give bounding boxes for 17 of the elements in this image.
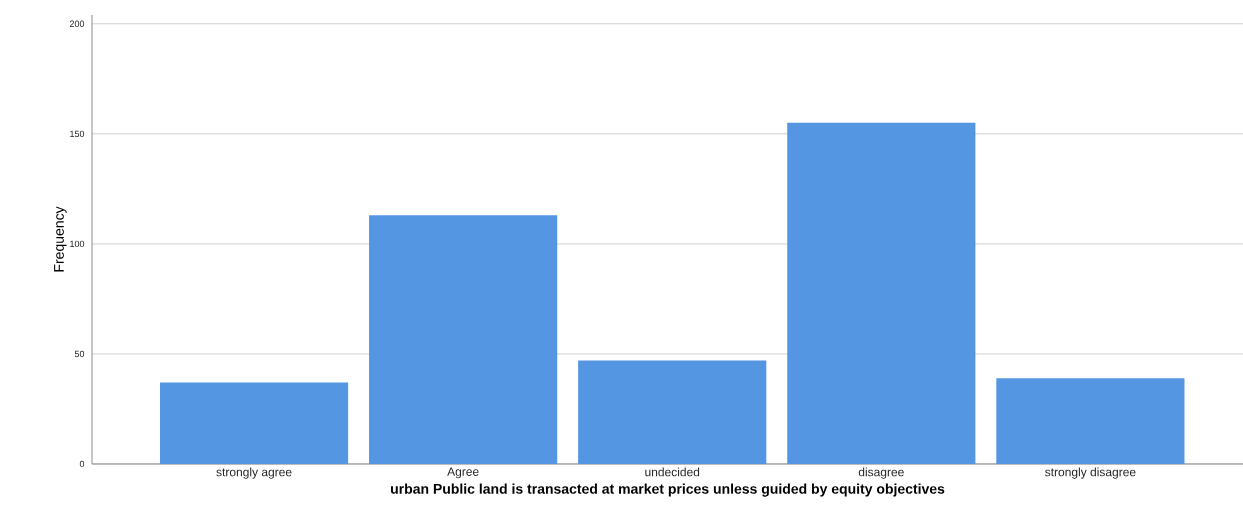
- bar: [369, 215, 558, 464]
- bar: [578, 360, 767, 464]
- y-tick-label: 0: [79, 460, 85, 468]
- y-axis-title: Frequency: [54, 206, 67, 272]
- y-tick-label: 150: [70, 130, 85, 138]
- x-axis-title: urban Public land is transacted at market prices unless guided by equity objectives: [391, 483, 945, 497]
- y-tick-label: 100: [70, 240, 85, 248]
- x-tick-label: disagree: [858, 467, 904, 479]
- x-tick-label: strongly agree: [216, 467, 292, 479]
- bar: [787, 122, 976, 464]
- y-tick-label: 200: [69, 20, 85, 27]
- x-tick-label: Agree: [447, 467, 479, 479]
- y-tick-label: 50: [74, 350, 85, 358]
- bar: [996, 378, 1185, 464]
- x-tick-label: undecided: [645, 467, 700, 477]
- x-tick-label: strongly disagree: [1045, 467, 1136, 479]
- bar: [159, 382, 349, 464]
